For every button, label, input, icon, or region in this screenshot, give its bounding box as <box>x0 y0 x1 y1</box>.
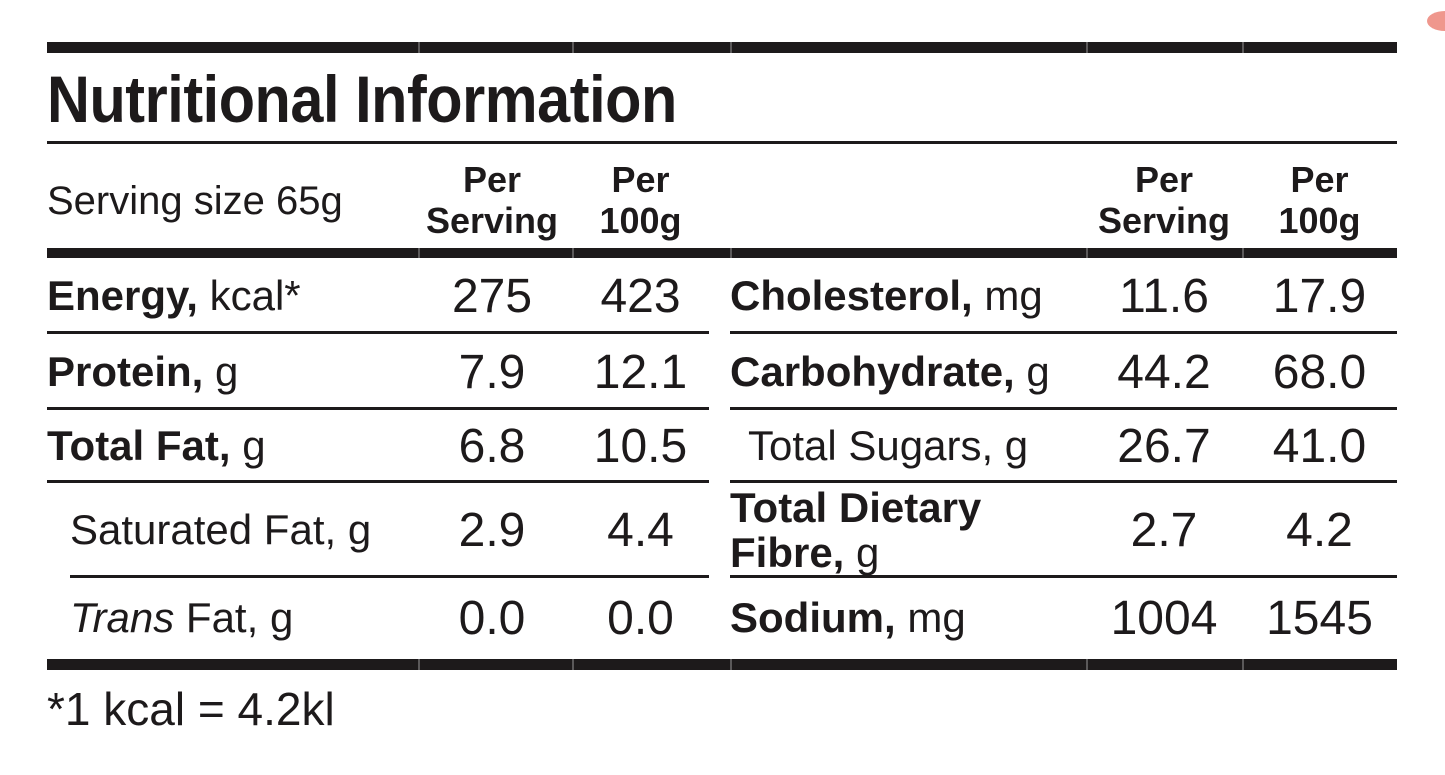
row-label: Saturated Fat, g <box>70 506 372 554</box>
row-label: Protein, g <box>47 347 239 395</box>
per-100g-value: 423 <box>600 269 681 323</box>
bar-seam <box>1086 659 1088 670</box>
bar-seam <box>572 659 574 670</box>
bar-seam <box>572 42 574 53</box>
per-serving-value: 26.7 <box>1117 420 1211 473</box>
per-100g-value: 12.1 <box>593 345 688 399</box>
row-protein: Protein, g 7.9 12.1 <box>47 334 709 410</box>
per-100g-value: 17.9 <box>1272 269 1367 323</box>
row-label: Energy, kcal* <box>47 271 301 319</box>
table-row: Saturated Fat, g 2.9 4.4 Total Dietary F… <box>47 483 1397 578</box>
row-trans-fat: Trans Fat, g 0.0 0.0 <box>47 578 709 659</box>
per-serving-value: 11.6 <box>1119 269 1209 323</box>
per-100g-value: 4.4 <box>607 504 674 557</box>
table-body: Energy, kcal* 275 423 Cholesterol, mg 11… <box>47 258 1397 659</box>
header-spacer <box>730 154 1086 248</box>
per-100g-value: 1545 <box>1266 592 1373 645</box>
row-label: Carbohydrate, g <box>730 347 1050 395</box>
row-sodium: Sodium, mg 1004 1545 <box>730 578 1397 659</box>
column-gap <box>709 578 730 659</box>
table-row: Protein, g 7.9 12.1 Carbohydrate, g 44.2… <box>47 334 1397 410</box>
row-saturated-fat: Saturated Fat, g 2.9 4.4 <box>47 483 709 578</box>
bar-seam <box>418 42 420 53</box>
decorative-blob <box>1427 11 1445 31</box>
per-serving-value: 7.9 <box>458 345 526 399</box>
bar-seam <box>572 248 574 258</box>
table-row: Energy, kcal* 275 423 Cholesterol, mg 11… <box>47 258 1397 334</box>
bar-seam <box>1242 659 1244 670</box>
row-dietary-fibre: Total Dietary Fibre, g 2.7 4.2 <box>730 483 1397 578</box>
column-gap <box>709 483 730 578</box>
table-row: Trans Fat, g 0.0 0.0 Sodium, mg 1004 154… <box>47 578 1397 659</box>
column-gap <box>709 258 730 334</box>
column-header-per-serving: Per Serving <box>1097 159 1231 241</box>
per-serving-value: 44.2 <box>1117 345 1211 399</box>
row-label: Cholesterol, mg <box>730 271 1043 319</box>
bar-seam <box>1086 42 1088 53</box>
row-carbohydrate: Carbohydrate, g 44.2 68.0 <box>730 334 1397 410</box>
column-header-per-serving: Per Serving <box>425 159 559 241</box>
per-serving-value: 2.7 <box>1130 504 1198 557</box>
per-100g-value: 10.5 <box>593 420 688 473</box>
bar-seam <box>1242 42 1244 53</box>
title-divider <box>47 141 1397 144</box>
row-total-sugars: Total Sugars, g 26.7 41.0 <box>730 410 1397 483</box>
row-total-fat: Total Fat, g 6.8 10.5 <box>47 410 709 483</box>
row-label: Total Fat, g <box>47 422 266 470</box>
bar-seam <box>418 659 420 670</box>
per-serving-value: 275 <box>451 269 533 323</box>
per-100g-value: 4.2 <box>1286 504 1353 557</box>
page-title: Nutritional Information <box>47 61 677 136</box>
bar-seam <box>730 42 732 53</box>
row-energy: Energy, kcal* 275 423 <box>47 258 709 334</box>
column-gap <box>709 410 730 483</box>
row-label: Trans Fat, g <box>70 594 294 642</box>
per-serving-value: 6.8 <box>458 420 526 473</box>
bar-seam <box>730 659 732 670</box>
table-header: Serving size 65g Per Serving Per 100g Per S… <box>47 154 1397 248</box>
row-label: Total Dietary Fibre, g <box>730 484 982 576</box>
row-cholesterol: Cholesterol, mg 11.6 17.9 <box>730 258 1397 334</box>
column-header-per-100g: Per 100g <box>1278 159 1361 241</box>
per-serving-value: 2.9 <box>458 504 526 557</box>
row-label: Sodium, mg <box>730 594 966 642</box>
per-100g-value: 0.0 <box>607 592 674 645</box>
table-row: Total Fat, g 6.8 10.5 Total Sugars, g 26… <box>47 410 1397 483</box>
serving-size-label: Serving size 65g <box>47 178 343 223</box>
top-border-bar <box>47 42 1397 53</box>
per-serving-value: 0.0 <box>458 592 526 645</box>
column-header-per-100g: Per 100g <box>599 159 682 241</box>
column-gap <box>709 334 730 410</box>
bar-seam <box>418 248 420 258</box>
header-border-bar <box>47 248 1397 258</box>
per-100g-value: 41.0 <box>1272 420 1367 473</box>
bar-seam <box>1086 248 1088 258</box>
row-label: Total Sugars, g <box>748 422 1029 470</box>
bottom-border-bar <box>47 659 1397 670</box>
per-100g-value: 68.0 <box>1272 345 1367 399</box>
bar-seam <box>1242 248 1244 258</box>
column-gap <box>709 154 730 248</box>
kcal-footnote: *1 kcal = 4.2kl <box>47 683 335 735</box>
bar-seam <box>730 248 732 258</box>
per-serving-value: 1004 <box>1110 592 1218 645</box>
